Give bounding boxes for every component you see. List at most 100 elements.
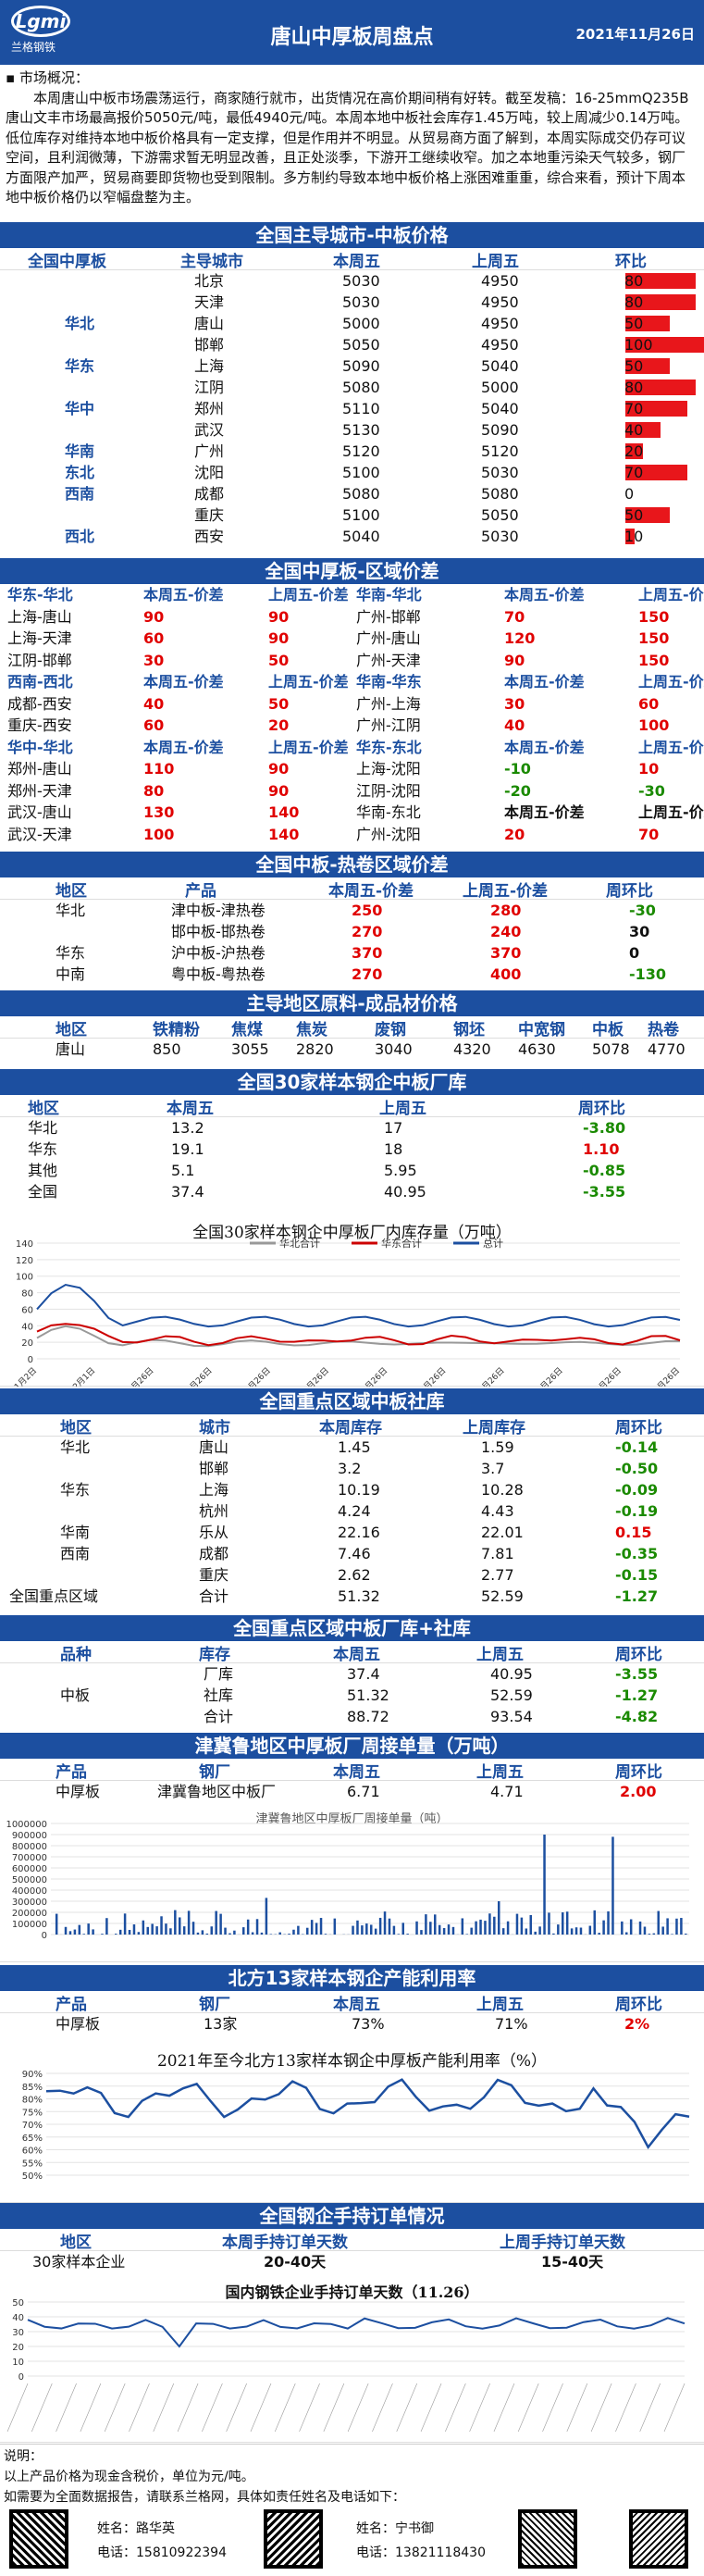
bar [146, 1926, 149, 1935]
bar [621, 1921, 624, 1935]
table-cell: 上周五-价差 [638, 673, 704, 691]
table-cell: 4950 [481, 293, 519, 311]
table-cell: 30 [629, 923, 650, 940]
table-cell: 1.10 [583, 1140, 620, 1158]
col-area: 地区 [60, 1419, 92, 1437]
col-last-week: 上周五 [472, 253, 519, 271]
market-overview: ▪ 市场概况： 本周唐山中板市场震荡运行，商家随行就市，出货情况在高价期间稍有好… [0, 67, 704, 233]
x-tick [202, 2383, 223, 2433]
qr-code-3 [518, 2509, 577, 2569]
y-tick-label: 90% [22, 2070, 43, 2080]
table-cell: 5110 [342, 400, 380, 417]
col-wow: 周环比 [615, 1646, 662, 1664]
table-cell: 铁精粉 [153, 1021, 200, 1039]
table-cell: 武汉 [194, 421, 225, 439]
col-last-week: 上周五 [476, 1996, 524, 2014]
y-tick-label: 85% [22, 2083, 43, 2093]
table-cell: 70 [624, 464, 644, 481]
table-cell: 0 [624, 485, 635, 503]
table-cell: 90 [268, 781, 290, 800]
x-tick [104, 2383, 126, 2433]
table-cell: 3.7 [481, 1460, 505, 1477]
bar [87, 1923, 90, 1935]
table-cell: 10.19 [338, 1481, 380, 1499]
col-mill: 钢厂 [199, 1763, 230, 1782]
phone-label: 电话： [97, 2545, 136, 2560]
table-cell: 5040 [481, 400, 519, 417]
bar [210, 1926, 213, 1935]
table-cell: 华东 [28, 1140, 58, 1158]
table-cell: 焦煤 [231, 1021, 263, 1039]
x-tick [445, 2383, 466, 2433]
table-cell: 88.72 [347, 1708, 389, 1725]
table-cell: 本周五-价差 [143, 586, 224, 604]
raw-material-row: 唐山 850 3055 2820 3040 4320 4630 5078 4770 [0, 1039, 704, 1060]
table-cell: 华南-东北 [356, 803, 421, 821]
col-last-week: 上周五 [476, 1646, 524, 1664]
table-cell: 22.01 [481, 1524, 524, 1541]
bar [538, 1926, 541, 1935]
cell-area: 30家样本企业 [32, 2253, 126, 2271]
table-row: 中板 社库 51.32 52.59 -1.27 [0, 1685, 704, 1706]
table-cell: 5030 [481, 528, 519, 545]
capacity-chart: 2021年至今北方13家样本钢企中厚板产能利用率（%） 50% 55% 60% 65%… [0, 2036, 704, 2203]
capacity-line-chart: 50% 55% 60% 65% 70% 75% 80% 85% 90% [22, 2070, 690, 2182]
table-cell: 13.2 [171, 1119, 204, 1137]
table-cell: 天津 [194, 293, 225, 311]
bar [562, 1912, 564, 1935]
table-cell: -0.19 [615, 1502, 659, 1520]
section-order-days-title: 全国钢企手持订单情况 [0, 2203, 704, 2229]
table-cell: 5100 [342, 464, 380, 481]
table-cell: 华南 [60, 1524, 91, 1541]
cell-last-week: 71% [495, 2015, 528, 2033]
bar [420, 1930, 423, 1935]
table-cell: 370 [490, 944, 522, 962]
bar [671, 1934, 673, 1935]
table-cell: 5090 [481, 421, 519, 439]
footer: 说明： 以上产品价格为现金含税价，单位为元/吨。 如需要为全面数据报告，请联系兰… [0, 2444, 704, 2576]
y-tick-label: 0 [19, 2372, 24, 2383]
order-days-row: 30家样本企业 20-40天 15-40天 [0, 2251, 704, 2272]
table-cell: -3.80 [583, 1119, 626, 1137]
x-tick-label: 6月26日 [360, 1365, 390, 1387]
table-cell: 上海-唐山 [7, 607, 72, 626]
overview-text: 本周唐山中板市场震荡运行，商家随行就市，出货情况在高价期间稍有好转。截至发稿：1… [6, 89, 689, 206]
mill-stock-table: 华北 13.2 17 -3.80 华东 19.1 18 1.10 其他 5.1 5.95 -0.85 全… [0, 1117, 704, 1202]
col-stock: 库存 [199, 1646, 230, 1664]
table-row: 重庆-西安 60 20 广州-江阴 40 100 [0, 715, 704, 736]
bar [333, 1918, 337, 1935]
x-tick [590, 2383, 612, 2433]
table-cell: 5030 [481, 464, 519, 481]
change-bar [625, 401, 687, 417]
bar [191, 1922, 195, 1935]
y-tick-label: 50 [12, 2298, 24, 2308]
col-last-week-days: 上周手持订单天数 [500, 2234, 625, 2252]
city-prices-table: 北京 5030 4950 80 天津 5030 4950 80 华北 唐山 5000 4950 50 邯郸… [0, 270, 704, 548]
table-cell: 5040 [481, 357, 519, 375]
bar [598, 1933, 600, 1935]
table-cell: -0.85 [583, 1162, 626, 1179]
table-cell: 22.16 [338, 1524, 380, 1541]
bar [92, 1929, 94, 1935]
col-product: 产品 [185, 882, 216, 901]
y-tick-label: 300000 [12, 1898, 47, 1908]
table-cell: 本周五-价差 [504, 803, 585, 821]
bar [365, 1923, 368, 1935]
bar [388, 1918, 391, 1935]
table-cell: -0.15 [615, 1566, 659, 1584]
section-total-stock-title: 全国重点区域中板厂库+社库 [0, 1615, 704, 1641]
bar [392, 1925, 396, 1935]
bar [123, 1913, 127, 1935]
bar [174, 1910, 177, 1935]
table-cell: 90 [268, 607, 290, 626]
table-cell: 140 [268, 825, 300, 843]
col-city: 城市 [199, 1419, 230, 1437]
table-cell: 上周五-价差 [268, 673, 349, 691]
y-tick-label: 10 [12, 2358, 24, 2368]
y-tick-label: 0 [28, 1355, 33, 1365]
bar [506, 1921, 510, 1935]
note-contact: 如需要为全面数据报告，请联系兰格网，具体如责任姓名及电话如下： [4, 2490, 405, 2505]
chart-title: 国内钢铁企业手持订单天数（11.26） [225, 2284, 479, 2301]
table-cell: 270 [352, 923, 383, 940]
